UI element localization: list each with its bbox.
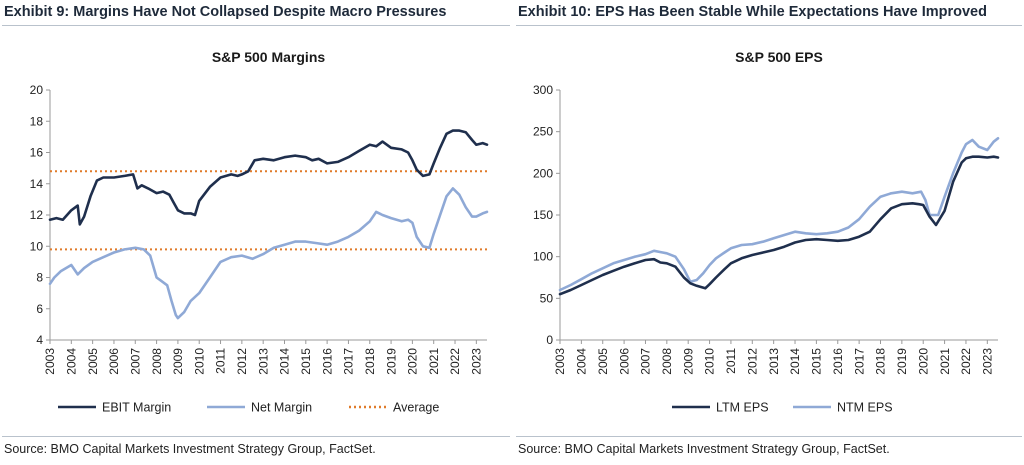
legend-label: Average	[393, 401, 439, 415]
x-tick-label: 2008	[660, 348, 674, 375]
x-tick-label: 2003	[553, 348, 567, 375]
x-tick-label: 2013	[256, 348, 270, 375]
x-tick-label: 2009	[681, 348, 695, 375]
exhibit-9-heading: Exhibit 9: Margins Have Not Collapsed De…	[4, 4, 447, 20]
y-tick-label: 18	[30, 114, 44, 128]
y-tick-label: 16	[30, 146, 44, 160]
x-tick-label: 2006	[617, 348, 631, 375]
x-tick-label: 2014	[278, 348, 292, 375]
x-tick-label: 2011	[214, 348, 228, 374]
x-tick-label: 2007	[639, 348, 653, 375]
x-tick-label: 2018	[363, 348, 377, 375]
x-tick-label: 2012	[745, 348, 759, 375]
x-tick-label: 2015	[810, 348, 824, 375]
ebit-margin-line	[48, 129, 489, 226]
top-rule	[2, 25, 510, 26]
y-tick-label: 50	[540, 291, 554, 305]
x-tick-label: 2019	[895, 348, 909, 375]
legend-label: NTM EPS	[837, 401, 893, 415]
x-tick-label: 2018	[874, 348, 888, 375]
y-tick-label: 8	[36, 271, 43, 285]
x-tick-label: 2011	[724, 348, 738, 374]
source-note: Source: BMO Capital Markets Investment S…	[4, 442, 376, 456]
x-tick-label: 2021	[938, 348, 952, 375]
y-tick-label: 250	[533, 125, 553, 139]
top-rule	[516, 25, 1022, 26]
legend-label: LTM EPS	[716, 401, 769, 415]
net-margin-line	[48, 187, 489, 320]
x-tick-label: 2004	[65, 348, 79, 375]
y-tick-label: 20	[30, 83, 44, 97]
y-tick-label: 200	[533, 166, 553, 180]
x-tick-label: 2003	[43, 348, 57, 375]
x-tick-label: 2022	[959, 348, 973, 375]
eps-chart: S&P 500 EPS 0 50 100 150 200 250 300 2003 2004 200…	[533, 49, 1000, 415]
x-tick-label: 2014	[788, 348, 802, 375]
x-tick-label: 2015	[299, 348, 313, 375]
margins-chart: S&P 500 Margins 4 6 8 10 12 14 16 18 20 2003 2004 20…	[30, 49, 489, 415]
x-tick-label: 2004	[575, 348, 589, 375]
exhibit-10-heading: Exhibit 10: EPS Has Been Stable While Ex…	[518, 4, 987, 20]
x-tick-label: 2008	[150, 348, 164, 375]
y-tick-label: 6	[36, 302, 43, 316]
x-tick-label: 2009	[171, 348, 185, 375]
y-tick-label: 100	[533, 250, 553, 264]
bottom-rule	[2, 436, 510, 437]
x-tick-label: 2017	[342, 348, 356, 375]
x-tick-label: 2016	[831, 348, 845, 375]
x-tick-label: 2016	[320, 348, 334, 375]
x-tick-label: 2005	[596, 348, 610, 375]
source-note: Source: BMO Capital Markets Investment S…	[518, 442, 890, 456]
y-tick-label: 14	[30, 177, 44, 191]
x-tick-label: 2020	[406, 348, 420, 375]
x-tick-label: 2017	[852, 348, 866, 375]
y-tick-label: 4	[36, 333, 43, 347]
legend-label: Net Margin	[251, 401, 312, 415]
y-tick-label: 10	[30, 239, 44, 253]
x-tick-label: 2019	[384, 348, 398, 375]
x-tick-label: 2021	[427, 348, 441, 375]
x-tick-label: 2012	[235, 348, 249, 375]
y-tick-label: 300	[533, 83, 553, 97]
exhibit-9-panel: Exhibit 9: Margins Have Not Collapsed De…	[2, 4, 510, 456]
x-tick-label: 2010	[192, 348, 206, 375]
y-tick-label: 150	[533, 208, 553, 222]
chart-title: S&P 500 EPS	[735, 49, 823, 65]
ltm-eps-line	[558, 155, 1000, 296]
x-tick-label: 2006	[107, 348, 121, 375]
x-tick-label: 2022	[448, 348, 462, 375]
y-tick-label: 0	[546, 333, 553, 347]
exhibit-10-panel: Exhibit 10: EPS Has Been Stable While Ex…	[514, 0, 1024, 465]
chart-title: S&P 500 Margins	[212, 49, 326, 65]
x-tick-label: 2023	[981, 348, 995, 375]
y-tick-label: 12	[30, 208, 44, 222]
legend-label: EBIT Margin	[102, 401, 171, 415]
x-tick-label: 2007	[128, 348, 142, 375]
x-tick-label: 2005	[86, 348, 100, 375]
x-tick-label: 2020	[916, 348, 930, 375]
ntm-eps-line	[558, 137, 1000, 292]
bottom-rule	[516, 436, 1022, 437]
x-tick-label: 2023	[470, 348, 484, 375]
x-tick-label: 2013	[767, 348, 781, 375]
x-tick-label: 2010	[703, 348, 717, 375]
